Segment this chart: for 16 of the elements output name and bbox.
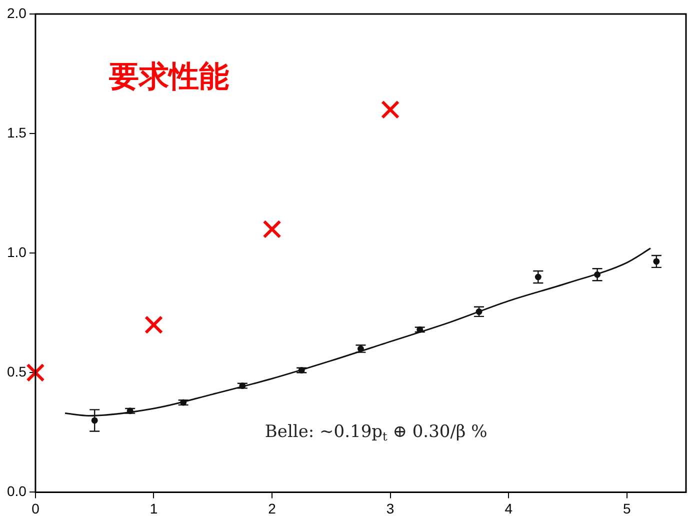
- x-tick-label: 5: [622, 500, 631, 516]
- point: [144, 316, 164, 334]
- y-tick-label: 2.0: [6, 4, 27, 21]
- x-tick-label: 1: [150, 500, 158, 516]
- x-tick-label: 2: [268, 500, 276, 516]
- text: 要求性能: [108, 59, 229, 94]
- point: [381, 100, 400, 119]
- x-tick-label: 3: [386, 500, 394, 516]
- point: [26, 363, 45, 382]
- x-tick-label: 4: [504, 500, 513, 516]
- x-tick-label: 0: [32, 500, 40, 516]
- point: [262, 220, 282, 238]
- y-tick-label: 1.5: [6, 124, 27, 140]
- y-tick-label: 0.5: [6, 364, 27, 380]
- y-tick-label: 0.0: [6, 483, 27, 500]
- y-tick-label: 1.0: [6, 244, 27, 260]
